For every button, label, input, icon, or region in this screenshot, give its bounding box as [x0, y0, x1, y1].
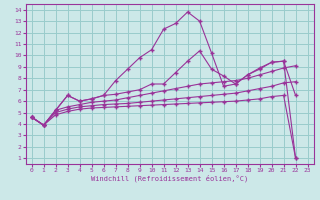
X-axis label: Windchill (Refroidissement éolien,°C): Windchill (Refroidissement éolien,°C) [91, 175, 248, 182]
